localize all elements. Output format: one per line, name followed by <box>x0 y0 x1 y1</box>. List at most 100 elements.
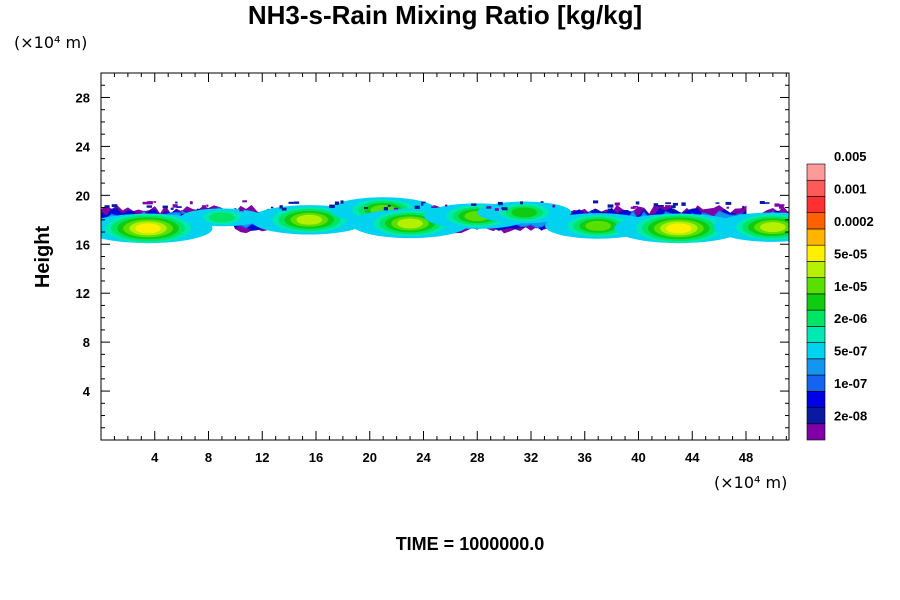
time-label: TIME = 1000000.0 <box>396 534 545 554</box>
cloud-speck <box>779 205 784 209</box>
colorbar-swatch <box>806 358 826 376</box>
cloud-speck <box>614 202 620 206</box>
cloud-speck <box>383 207 388 211</box>
cloud-speck <box>471 203 477 206</box>
colorbar-label: 1e-05 <box>834 279 867 294</box>
cloud-core <box>666 223 692 234</box>
colorbar: 2e-08 1e-07 5e-07 2e-06 1e-05 5e-05 0.0002 0.00… <box>806 149 874 441</box>
x-tick-label: 44 <box>685 450 700 465</box>
colorbar-label: 0.001 <box>834 181 867 196</box>
colorbar-swatch <box>806 228 826 246</box>
cloud-speck <box>672 202 678 206</box>
cloud-speck <box>715 202 720 204</box>
y-tick-label: 8 <box>83 335 90 350</box>
cloud-speck <box>201 205 207 208</box>
cloud-speck <box>444 204 448 207</box>
x-tick-label: 28 <box>470 450 484 465</box>
cloud-speck <box>153 201 157 203</box>
colorbar-label: 2e-06 <box>834 311 867 326</box>
cloud-speck <box>206 204 209 207</box>
cloud-speck <box>540 201 544 203</box>
cloud-speck <box>656 206 659 210</box>
colorbar-label: 2e-08 <box>834 409 867 424</box>
cloud-speck <box>726 206 730 209</box>
cloud-core <box>397 218 423 229</box>
cloud-core <box>296 214 323 225</box>
colorbar-swatch <box>806 277 826 295</box>
x-tick-label: 4 <box>151 450 159 465</box>
cloud-speck <box>593 200 599 204</box>
cloud-speck <box>665 205 671 209</box>
cloud-speck <box>364 207 368 209</box>
cloud-speck <box>104 205 110 208</box>
colorbar-swatch <box>806 179 826 197</box>
x-tick-label: 40 <box>631 450 645 465</box>
cloud-speck <box>146 205 153 208</box>
colorbar-swatch <box>806 407 826 425</box>
cloud-speck <box>162 205 168 209</box>
cloud-speck <box>393 207 399 210</box>
plot-area <box>100 72 790 441</box>
colorbar-swatch <box>806 390 826 408</box>
x-axis-ticks: 4 8 12 16 20 24 28 32 36 40 44 48 <box>113 73 787 465</box>
cloud-speck <box>421 201 426 204</box>
cloud-speck <box>742 205 745 209</box>
y-tick-label: 12 <box>76 286 90 301</box>
colorbar-swatch <box>806 326 826 343</box>
cloud-speck <box>176 206 182 208</box>
colorbar-swatch <box>806 212 826 230</box>
colorbar-swatch <box>806 244 826 262</box>
x-tick-label: 24 <box>416 450 431 465</box>
colorbar-swatch <box>806 261 826 278</box>
x-tick-label: 12 <box>255 450 269 465</box>
cloud-speck <box>142 201 149 205</box>
cloud-core <box>209 212 235 223</box>
cloud-speck <box>421 203 424 206</box>
colorbar-swatch <box>806 342 826 360</box>
colorbar-swatch <box>806 309 826 327</box>
cloud-speck <box>778 204 785 207</box>
cloud-speck <box>147 201 153 205</box>
cloud-speck <box>763 202 770 204</box>
cloud-speck <box>658 205 664 207</box>
cloud-speck <box>334 201 339 205</box>
colorbar-swatch <box>806 423 826 441</box>
y-tick-label: 4 <box>83 384 91 399</box>
cloud-speck <box>340 200 344 204</box>
cloud-speck <box>716 208 721 211</box>
cloud-core <box>135 223 161 234</box>
x-tick-label: 36 <box>578 450 592 465</box>
cloud-speck <box>653 203 659 207</box>
cloud-speck <box>281 207 287 211</box>
cloud-speck <box>774 203 780 207</box>
cloud-speck <box>293 201 300 204</box>
cloud-speck <box>170 207 174 210</box>
colorbar-swatch <box>806 293 826 311</box>
cloud-speck <box>175 201 178 204</box>
cloud-speck <box>635 201 640 205</box>
cloud-core <box>585 220 611 231</box>
colorbar-label: 0.0002 <box>834 214 874 229</box>
colorbar-label: 5e-07 <box>834 344 867 359</box>
cloud-speck <box>607 204 614 208</box>
colorbar-swatch <box>806 374 826 392</box>
y-tick-label: 16 <box>76 237 90 252</box>
cloud-core <box>760 222 786 233</box>
cloud-speck <box>239 208 244 212</box>
chart-title: NH3-s-Rain Mixing Ratio [kg/kg] <box>248 0 642 30</box>
cloud-speck <box>431 206 437 208</box>
cloud-speck <box>681 202 686 206</box>
cloud-band <box>101 197 789 244</box>
cloud-speck <box>494 208 499 211</box>
y-axis-ticks: 4 8 12 16 20 24 28 <box>76 84 789 429</box>
cloud-speck <box>607 208 611 212</box>
cloud-speck <box>633 205 638 208</box>
cloud-speck <box>671 208 675 212</box>
cloud-speck <box>501 207 508 211</box>
cloud-speck <box>329 204 335 209</box>
cloud-speck <box>670 205 676 208</box>
cloud-speck <box>497 201 503 206</box>
colorbar-label: 1e-07 <box>834 376 867 391</box>
cloud-core <box>511 207 538 218</box>
